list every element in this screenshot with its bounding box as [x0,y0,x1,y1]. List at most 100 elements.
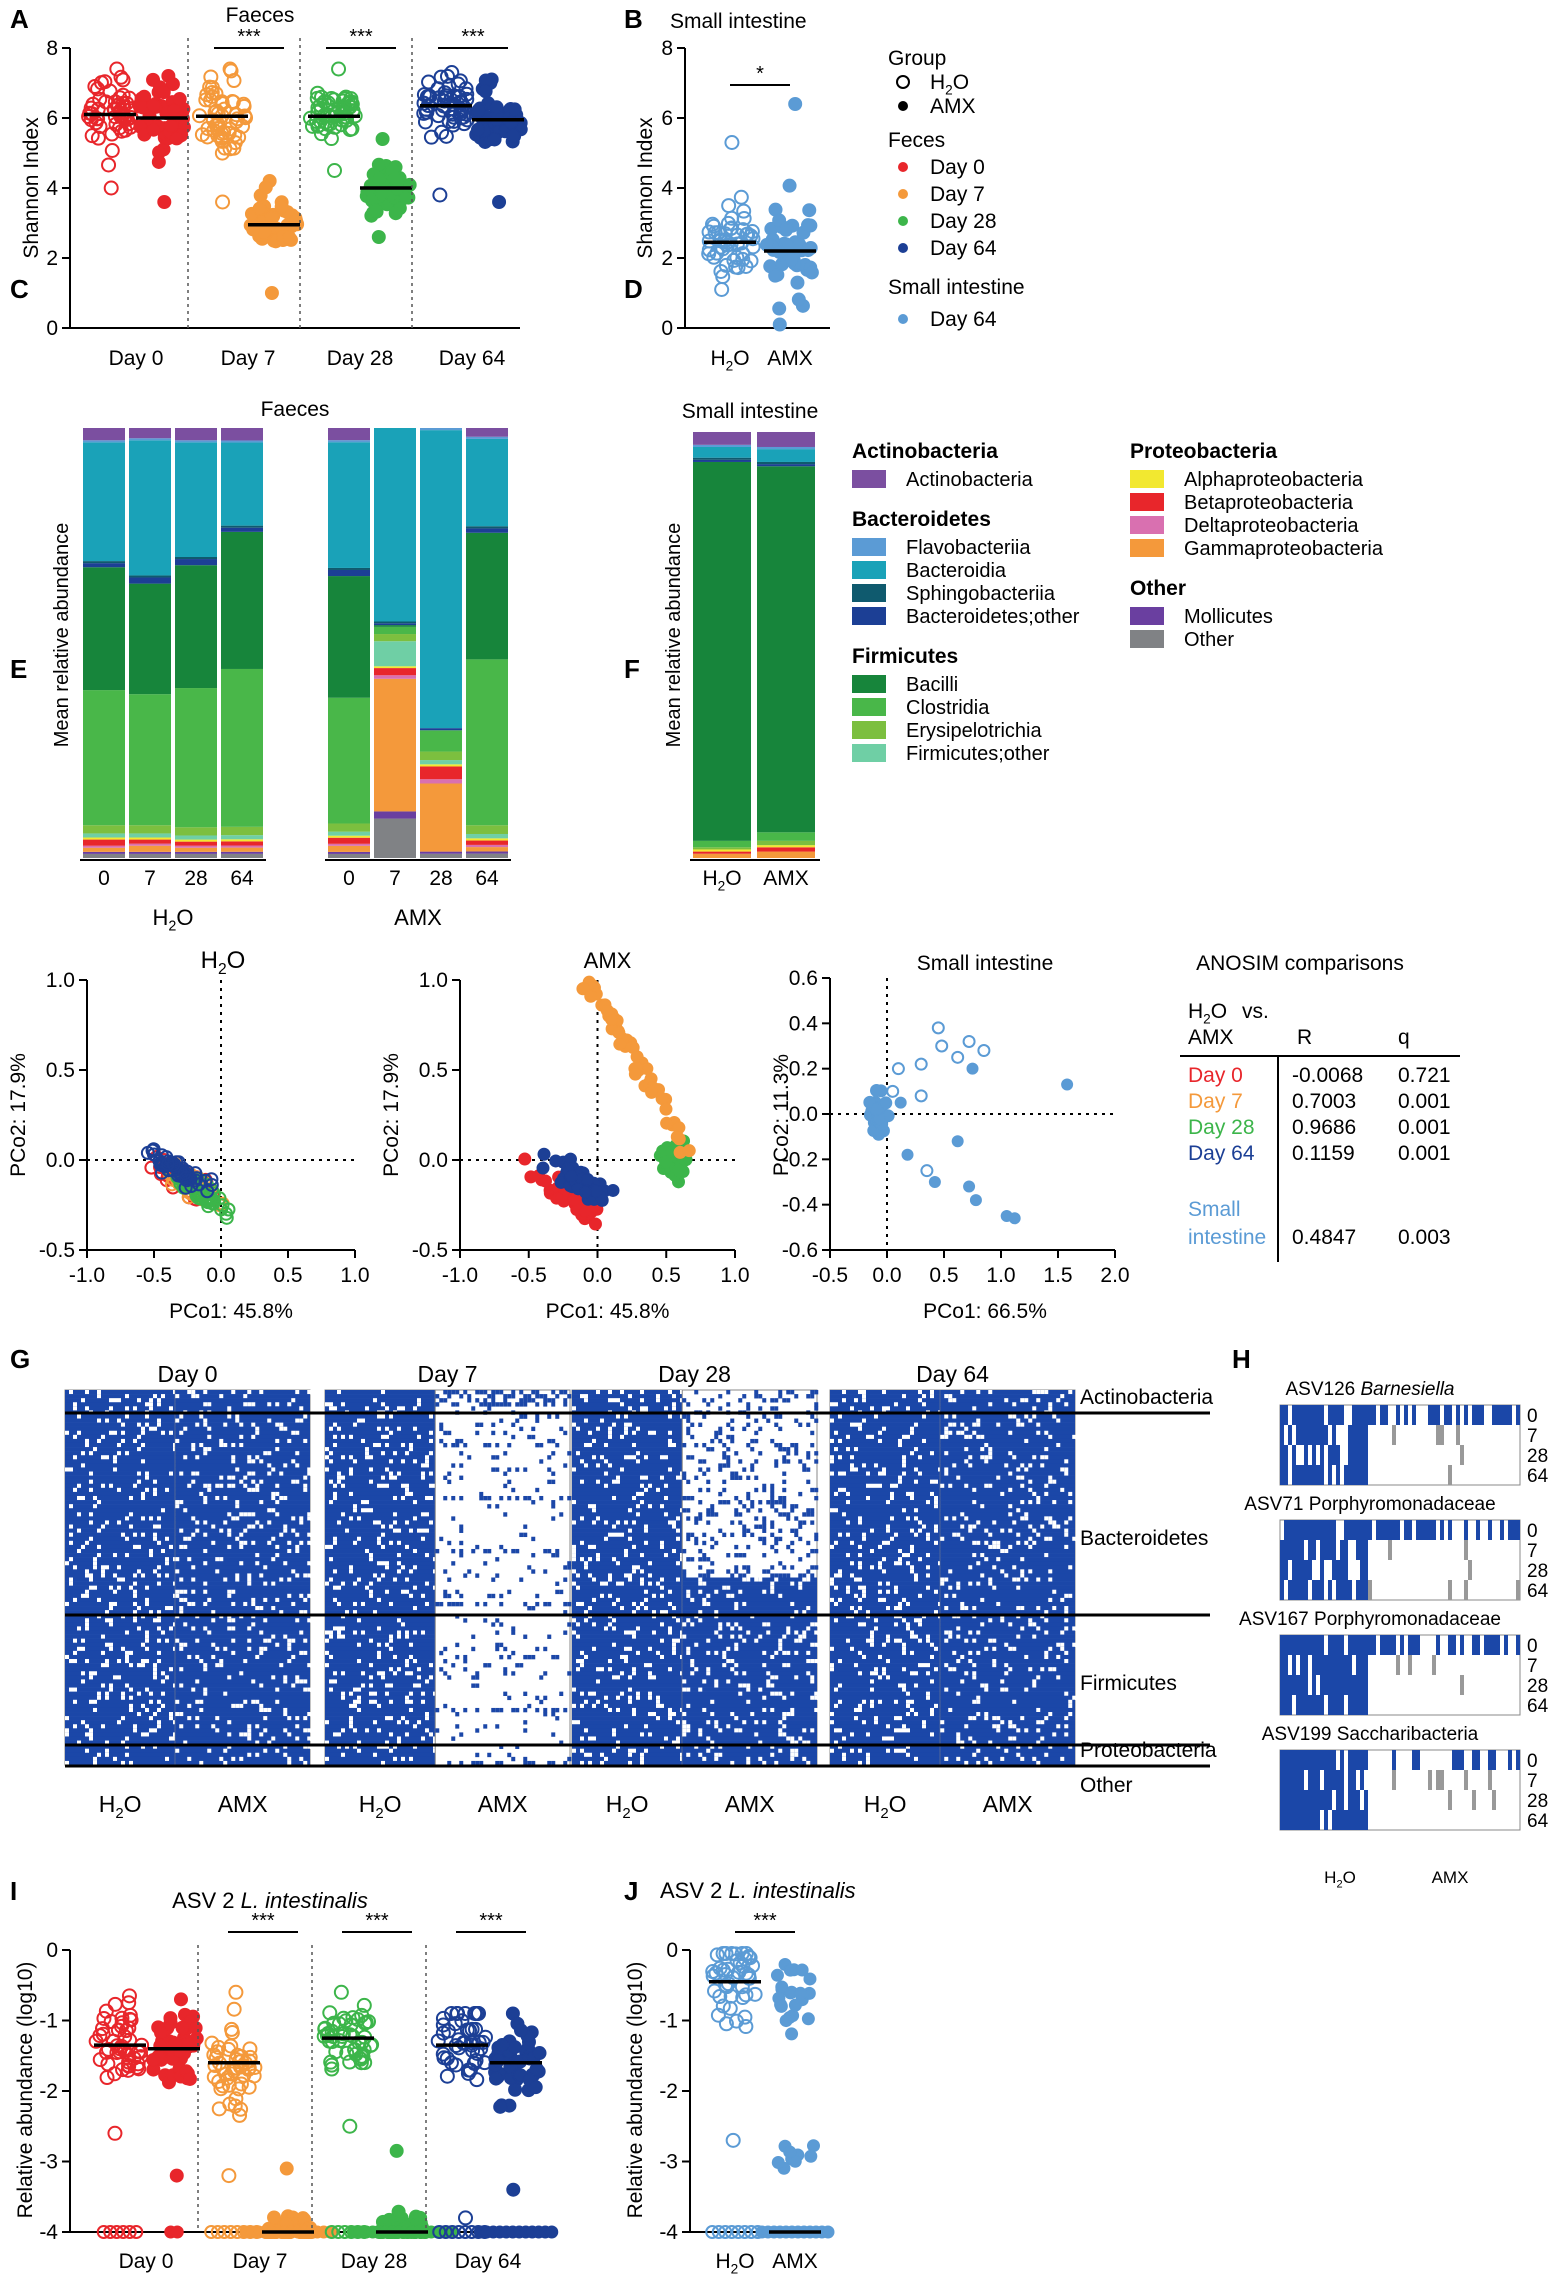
heatmap-cell [255,1520,260,1525]
heatmap-cell [459,1463,464,1468]
heatmap-cell [596,1699,600,1705]
heatmap-cell [770,1752,775,1758]
heatmap-cell [806,1422,811,1427]
heatmap-cell [834,1573,838,1578]
heatmap-cell [572,1500,683,1505]
heatmap-cell [65,1728,176,1733]
data-point [252,201,267,216]
heatmap-cell [275,1483,280,1489]
heatmap-cell [910,1565,914,1570]
heatmap-cell [698,1512,703,1517]
heatmap-cell [632,1565,636,1570]
heatmap-cell [656,1699,660,1705]
bar-segment [757,840,815,846]
heatmap-cell [628,1760,632,1766]
heatmap-cell [596,1679,600,1684]
heatmap-cell [263,1618,268,1623]
heatmap-cell [914,1516,918,1521]
bar-segment [466,833,508,839]
heatmap-cell [604,1581,608,1586]
heatmap-cell [742,1553,747,1558]
heatmap-cell [203,1548,208,1554]
heatmap-cell [714,1650,719,1656]
heatmap-cell [471,1548,476,1554]
heatmap-cell [814,1536,819,1542]
heatmap-cell [1028,1500,1033,1505]
heatmap-cell [734,1451,739,1456]
heatmap-cell [169,1716,173,1721]
heatmap-cell [251,1487,256,1493]
heatmap-cell [65,1630,176,1635]
heatmap-cell [475,1390,480,1395]
heatmap-cell [511,1626,516,1631]
heatmap-cell [551,1516,556,1521]
heatmap-cell [93,1447,97,1452]
heatmap-cell [738,1520,743,1525]
heatmap-cell [199,1760,204,1766]
heatmap-cell [349,1724,353,1729]
legend-swatch [852,721,886,739]
heatmap-cell [940,1528,1075,1533]
heatmap-cell [726,1447,731,1452]
heatmap-cell [503,1548,508,1554]
data-point [323,90,339,106]
heatmap-cell [381,1744,385,1749]
heatmap-cell [435,1728,440,1733]
heatmap-cell [882,1426,886,1432]
heatmap-cell [97,1500,101,1505]
heatmap-cell [175,1573,310,1578]
heatmap-cell [137,1434,141,1440]
heatmap-cell [798,1557,803,1562]
heatmap-cell [527,1606,532,1611]
heatmap-cell [137,1626,141,1631]
heatmap-cell [401,1442,405,1448]
heatmap-cell [758,1500,763,1505]
heatmap-cell [175,1438,310,1444]
heatmap-cell [794,1638,799,1644]
heatmap-cell [830,1455,941,1460]
heatmap-cell [718,1463,723,1468]
heatmap-cell [838,1438,842,1444]
heatmap-cell [519,1390,524,1395]
heatmap-cell [227,1732,232,1737]
heatmap-cell [369,1581,373,1586]
heatmap-cell [397,1528,401,1533]
heatmap-cell [161,1679,165,1684]
heatmap-cell [572,1618,683,1623]
heatmap-cell [65,1712,176,1717]
heatmap-cell [183,1544,188,1550]
heatmap-cell [628,1394,632,1399]
bar-segment [129,440,171,576]
heatmap-cell [539,1495,544,1501]
heatmap-cell [215,1557,220,1562]
heatmap-cell [381,1671,385,1676]
heatmap-cell [648,1573,652,1578]
heatmap-cell [239,1540,244,1546]
heatmap-cell [810,1394,815,1399]
heatmap-cell [964,1447,969,1452]
heatmap-cell [515,1663,520,1668]
heatmap-cell [572,1406,683,1411]
legend-symbol [898,189,908,199]
data-point [113,69,129,85]
heatmap-cell [770,1520,775,1525]
data-point [164,118,179,133]
heatmap-cell [572,1687,576,1692]
heatmap-cell [580,1540,584,1546]
heatmap-cell [794,1752,799,1758]
data-point [802,203,817,218]
heatmap-cell [798,1422,803,1427]
heatmap-cell [65,1491,176,1497]
heatmap-cell [858,1553,862,1558]
heatmap-cell [758,1536,763,1542]
heatmap-cell [227,1720,232,1725]
heatmap-cell [702,1414,707,1419]
heatmap-cell [467,1569,472,1574]
heatmap-cell [572,1475,683,1480]
heatmap-cell [85,1442,89,1448]
heatmap-cell [413,1565,417,1570]
heatmap-cell [702,1601,707,1607]
heatmap-cell [567,1756,572,1762]
heatmap-cell [902,1618,906,1623]
heatmap-cell [1040,1455,1045,1460]
